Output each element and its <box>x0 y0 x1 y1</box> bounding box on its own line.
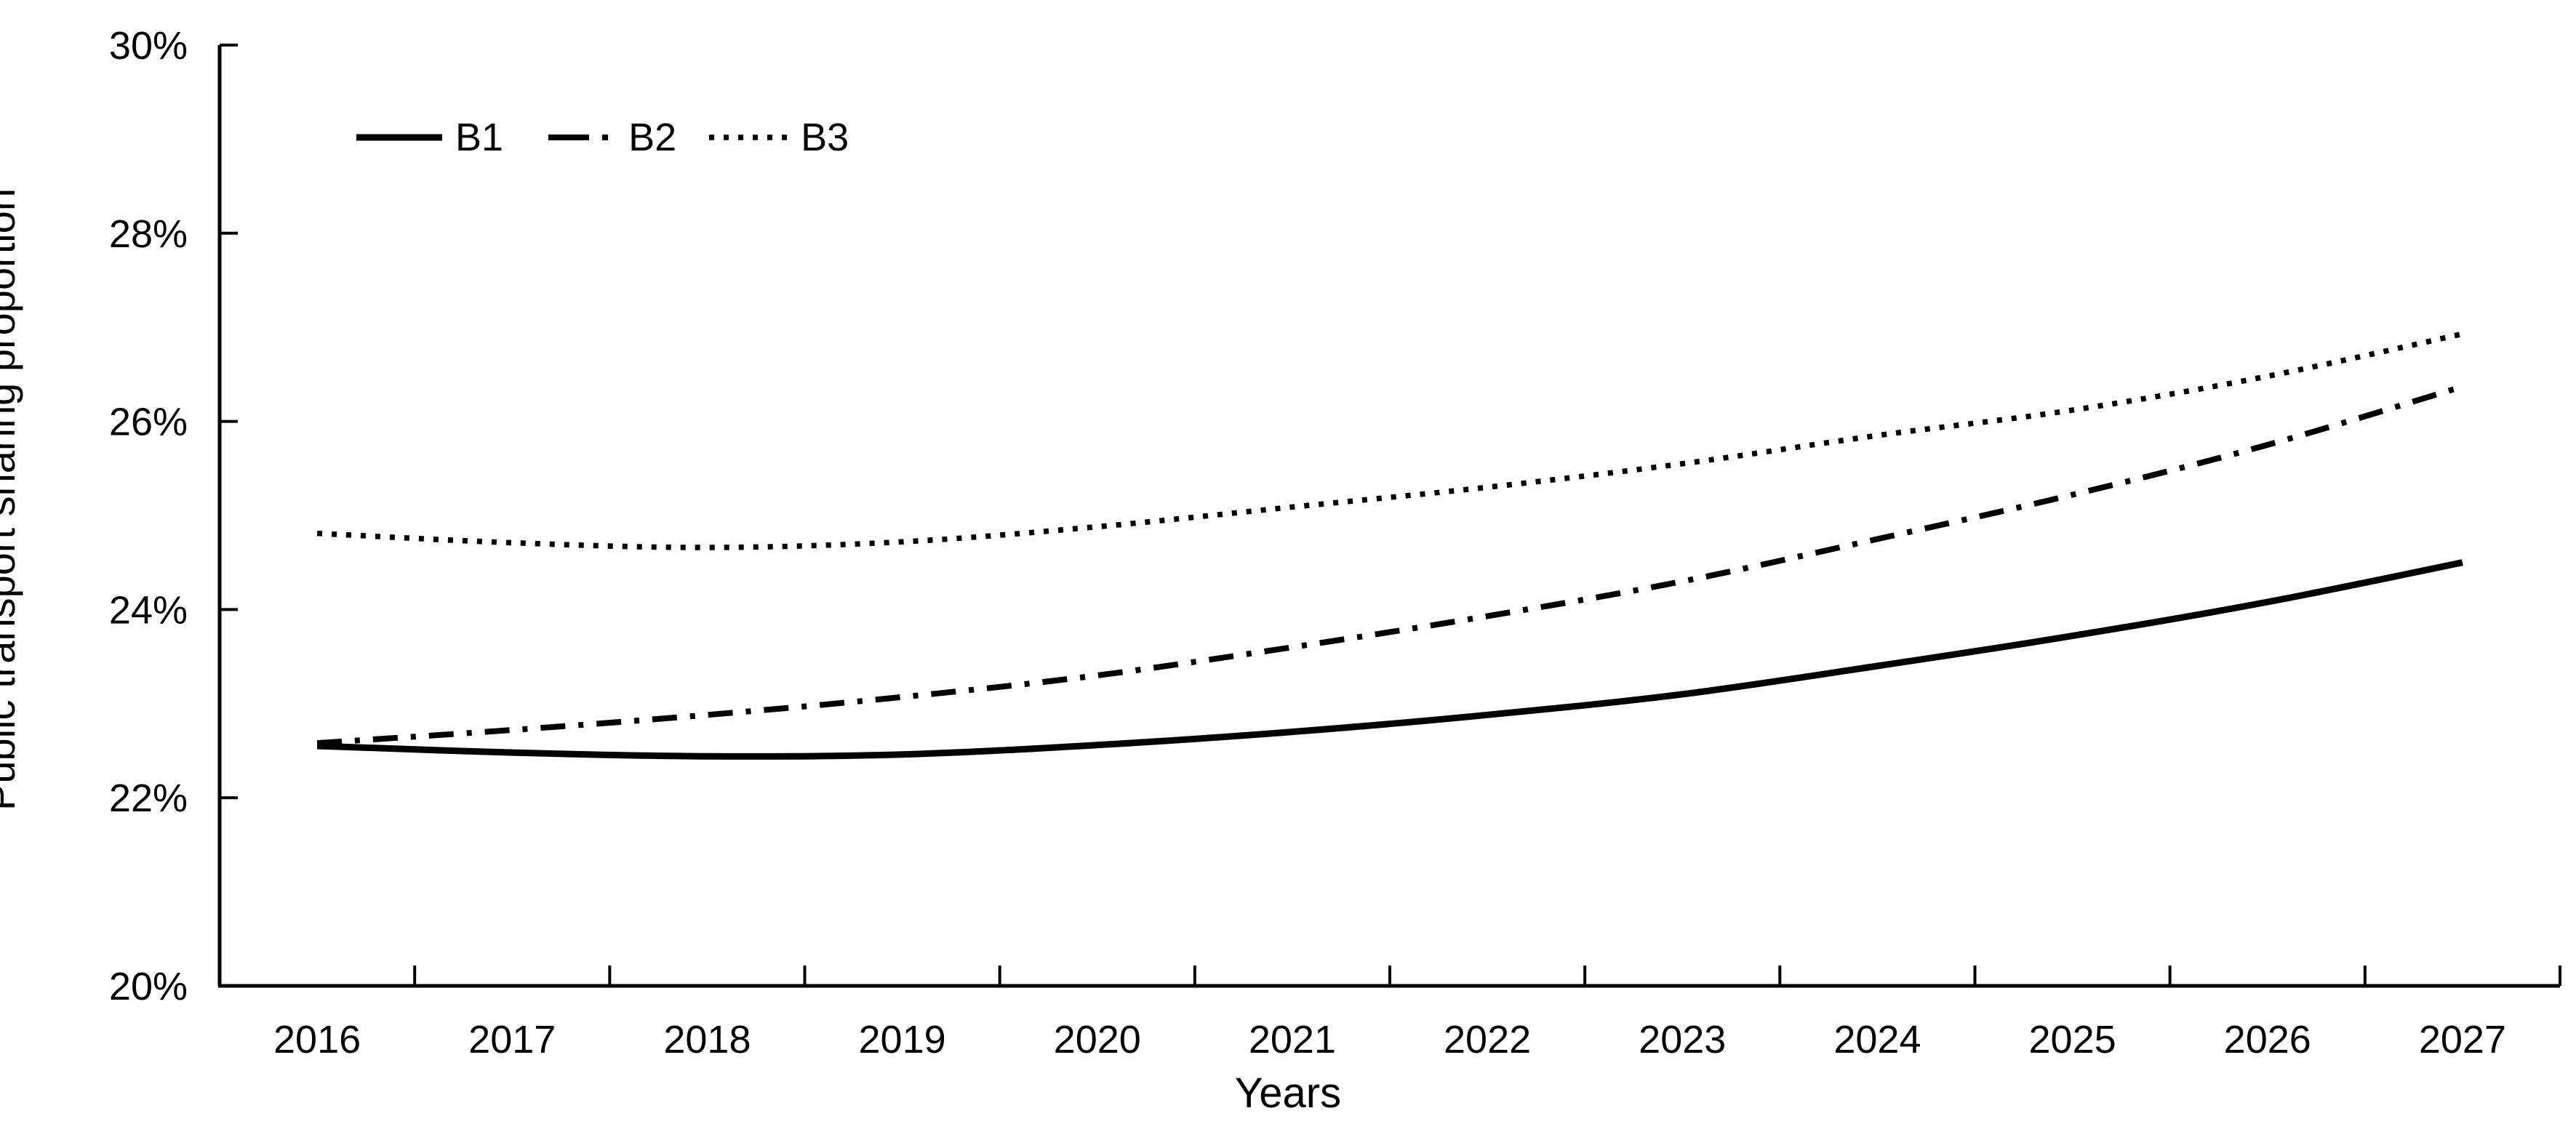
series-line-b1 <box>316 559 2463 760</box>
y-tick-label: 20% <box>109 965 188 1008</box>
x-tick-label: 2025 <box>2029 1018 2116 1061</box>
x-tick-label: 2023 <box>1639 1018 1726 1061</box>
legend-item-b1: B1 <box>356 114 503 161</box>
legend-label-b1: B1 <box>455 116 504 159</box>
x-axis-title: Years <box>1234 1069 1342 1117</box>
x-tick-label: 2021 <box>1249 1018 1336 1061</box>
y-tick-label: 22% <box>109 776 188 820</box>
x-tick-label: 2027 <box>2419 1018 2506 1061</box>
y-tick-label: 26% <box>109 401 188 444</box>
y-tick-label: 28% <box>109 212 188 256</box>
x-tick-label: 2016 <box>273 1018 361 1061</box>
chart-legend: B1 B2 B3 <box>356 113 849 161</box>
x-tick-label: 2020 <box>1054 1018 1141 1061</box>
legend-label-b3: B3 <box>801 116 849 159</box>
x-tick-label: 2026 <box>2224 1018 2311 1061</box>
legend-swatch-solid-line <box>356 134 442 141</box>
legend-label-b2: B2 <box>628 116 677 159</box>
x-tick-label: 2017 <box>468 1018 556 1061</box>
legend-item-b3: B3 <box>709 114 849 161</box>
y-tick-label: 24% <box>109 588 188 632</box>
legend-item-b2: B2 <box>548 114 676 161</box>
legend-swatch-dotted-line <box>709 135 788 140</box>
y-tick-label: 30% <box>109 24 188 68</box>
x-tick-label: 2019 <box>859 1018 946 1061</box>
x-tick-label: 2018 <box>663 1018 751 1061</box>
legend-swatch-dash-dot-line <box>548 135 616 140</box>
x-tick-label: 2022 <box>1444 1018 1531 1061</box>
x-tick-label: 2024 <box>1833 1018 1921 1061</box>
series-line-b3 <box>316 331 2463 550</box>
series-line-b2 <box>316 383 2464 747</box>
y-axis-title: Public transport sharing proportion <box>0 188 23 811</box>
